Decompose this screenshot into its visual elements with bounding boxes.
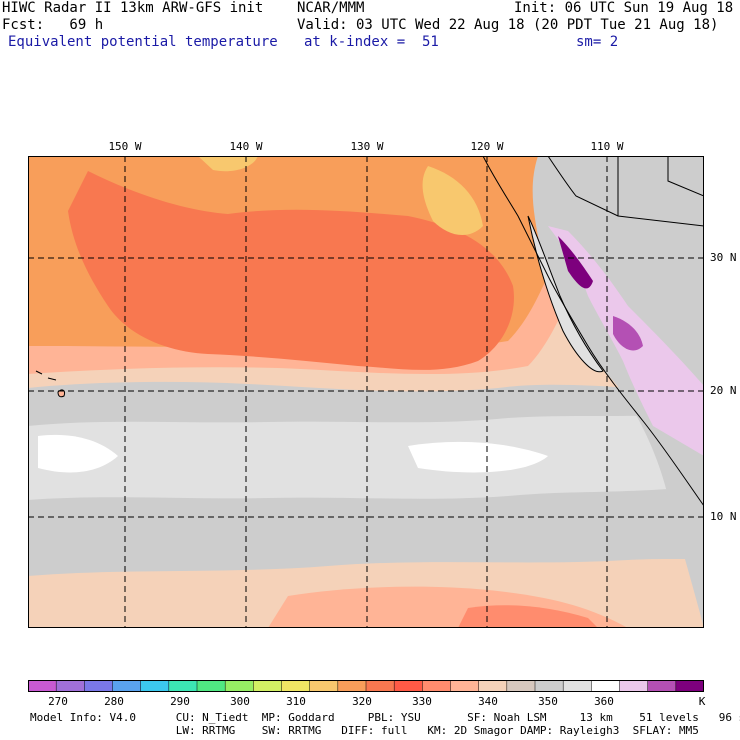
map-frame: [28, 156, 704, 628]
lon-label-120w: 120 W: [470, 140, 504, 153]
cbar-label-270: 270: [48, 695, 68, 708]
colorbar-cell: [393, 680, 424, 692]
colorbar-cell: [450, 680, 480, 692]
k-index-label: at k-index = 51: [304, 34, 439, 50]
smoothing-label: sm= 2: [576, 34, 619, 50]
field-patch-yellow-2: [198, 156, 258, 172]
colorbar-cell: [675, 680, 704, 692]
cbar-label-350: 350: [538, 695, 558, 708]
colorbar-cell: [422, 680, 452, 692]
colorbar: [28, 680, 704, 692]
graticule: [28, 156, 704, 628]
field-name: Equivalent potential temperature: [8, 34, 278, 50]
lat-label-20n: 20 N: [710, 384, 737, 397]
colorbar-cell: [365, 680, 395, 692]
field-patch-white-1: [38, 434, 118, 473]
cbar-label-330: 330: [412, 695, 432, 708]
forecast-hour: Fcst: 69 h: [2, 17, 104, 33]
cbar-label-300: 300: [230, 695, 250, 708]
land-peak-purple-2: [613, 316, 643, 351]
lat-label-30n: 30 N: [710, 251, 737, 264]
lon-label-130w: 130 W: [350, 140, 384, 153]
colorbar-cell: [224, 680, 255, 692]
theta-e-map: [28, 156, 704, 628]
colorbar-cell: [619, 680, 649, 692]
cbar-label-units: K: [698, 695, 706, 708]
field-core-red: [68, 171, 514, 370]
colorbar-cell: [112, 680, 142, 692]
init-time: Init: 06 UTC Sun 19 Aug 18: [514, 0, 734, 16]
coastline: [482, 156, 704, 507]
model-info-line1: Model Info: V4.0 CU: N_Tiedt MP: Goddard…: [30, 711, 740, 724]
cbar-label-360: 360: [594, 695, 614, 708]
lat-label-10n: 10 N: [710, 510, 737, 523]
cbar-label-280: 280: [104, 695, 124, 708]
colorbar-cell: [28, 680, 57, 692]
state-borders: [617, 156, 704, 216]
colorbar-cell: [168, 680, 198, 692]
colorbar-cell: [140, 680, 170, 692]
land-peak-purple-1: [558, 236, 593, 289]
us-mexico-border: [547, 156, 704, 227]
colorbar-cell: [647, 680, 677, 692]
lon-label-150w: 150 W: [108, 140, 142, 153]
colorbar-cell: [337, 680, 367, 692]
cbar-label-290: 290: [170, 695, 190, 708]
valid-time: Valid: 03 UTC Wed 22 Aug 18 (20 PDT Tue …: [297, 17, 719, 33]
colorbar-cell: [591, 680, 621, 692]
field-patch-yellow-1: [422, 166, 483, 236]
colorbar-cell: [534, 680, 564, 692]
cbar-label-340: 340: [478, 695, 498, 708]
colorbar-cell: [309, 680, 339, 692]
colorbar-cell: [84, 680, 114, 692]
field-patch-white-2: [408, 441, 548, 473]
colorbar-cell: [281, 680, 311, 692]
cbar-label-310: 310: [286, 695, 306, 708]
colorbar-cell: [55, 680, 86, 692]
field-band-south-red: [458, 605, 598, 628]
field-band-lightgrey: [28, 414, 704, 500]
baja-peninsula: [527, 215, 604, 373]
colorbar-cell: [562, 680, 593, 692]
colorbar-cell: [253, 680, 283, 692]
organization-label: NCAR/MMM: [297, 0, 365, 16]
hawaii-islands: [35, 370, 65, 398]
model-info-line2: LW: RRTMG SW: RRTMG DIFF: full KM: 2D Sm…: [30, 724, 699, 737]
colorbar-cell: [478, 680, 508, 692]
lon-label-110w: 110 W: [590, 140, 624, 153]
colorbar-cell: [196, 680, 226, 692]
model-title: HIWC Radar II 13km ARW-GFS init: [2, 0, 264, 16]
cbar-label-320: 320: [352, 695, 372, 708]
colorbar-cell: [506, 680, 536, 692]
lon-label-140w: 140 W: [229, 140, 263, 153]
